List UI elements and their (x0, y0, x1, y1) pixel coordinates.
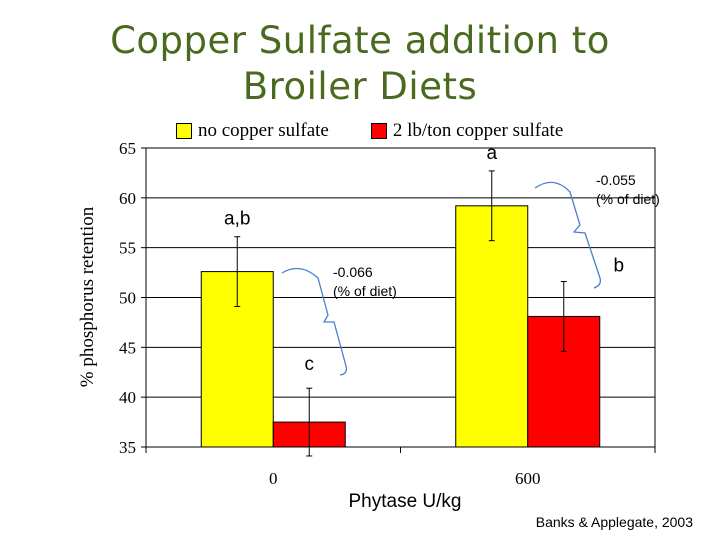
y-tick-label: 50 (119, 289, 136, 308)
annotation-text: -0.055 (596, 172, 636, 188)
significance-label: a (486, 143, 497, 164)
x-tick-label: 600 (515, 469, 541, 488)
y-tick-label: 40 (119, 388, 136, 407)
x-tick-label: 0 (269, 469, 278, 488)
legend-swatch-red (370, 123, 387, 139)
y-tick-label: 60 (119, 189, 136, 208)
annotation-text: (% of diet) (596, 191, 660, 207)
legend-item-no-copper: no copper sulfate (176, 120, 329, 142)
annotation-bracket (281, 267, 348, 376)
annotation-text: (% of diet) (333, 283, 397, 299)
significance-label: b (613, 256, 624, 277)
y-tick-label: 45 (119, 338, 136, 357)
legend-label: no copper sulfate (198, 120, 329, 141)
legend-swatch-yellow (176, 123, 192, 139)
y-tick-label: 65 (119, 139, 136, 158)
legend-item-copper: 2 lb/ton copper sulfate (370, 120, 564, 142)
source-credit: Banks & Applegate, 2003 (535, 514, 693, 530)
x-axis-title: Phytase U/kg (349, 491, 462, 512)
chart-title-line-1: Copper Sulfate addition to (110, 19, 610, 62)
y-tick-label: 55 (119, 239, 136, 258)
annotation-text: -0.066 (333, 264, 373, 280)
chart-title: Copper Sulfate addition to Broiler Diets (0, 18, 720, 110)
significance-label: c (305, 354, 315, 375)
y-tick-label: 35 (119, 438, 136, 457)
chart-legend: no copper sulfate 2 lb/ton copper sulfat… (176, 119, 605, 143)
annotation-bracket (534, 181, 602, 289)
y-axis-title: % phosphorus retention (77, 206, 98, 387)
bar (455, 205, 529, 448)
chart-title-line-2: Broiler Diets (242, 65, 478, 108)
legend-label: 2 lb/ton copper sulfate (392, 120, 564, 141)
significance-label: a,b (224, 209, 250, 230)
